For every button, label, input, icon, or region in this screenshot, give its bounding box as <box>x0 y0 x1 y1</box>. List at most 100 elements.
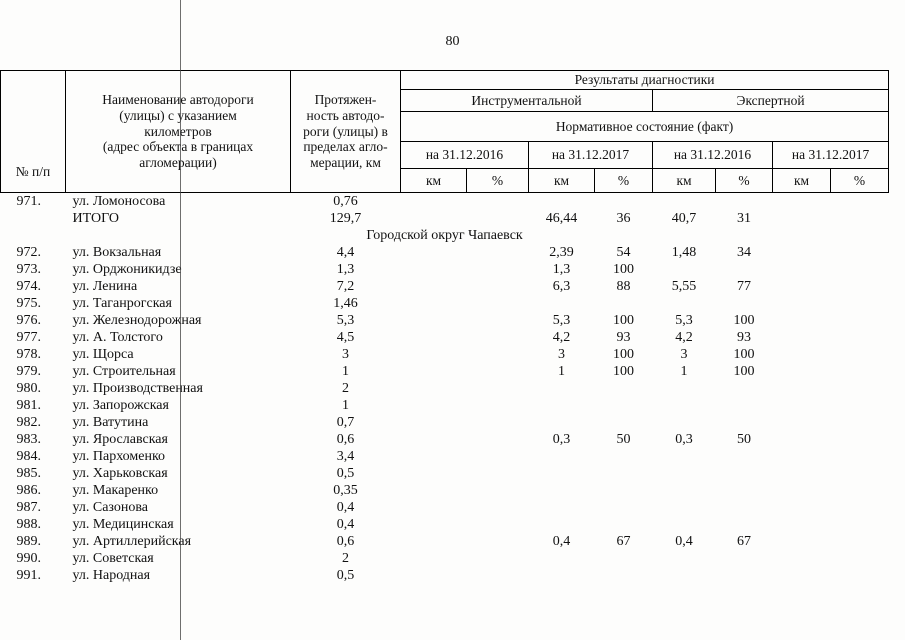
value-cell-7 <box>831 346 889 363</box>
value-cell-6 <box>773 482 831 499</box>
table-row: 976. ул. Железнодорожная 5,3 5,3 100 5,3 100 <box>1 312 889 329</box>
value-cell-5: 93 <box>737 330 751 345</box>
road-length: 7,2 <box>336 279 355 294</box>
value-cell-2 <box>529 414 595 431</box>
value-cell-3 <box>595 550 653 567</box>
value-cell-2 <box>529 465 595 482</box>
road-length: 0,6 <box>336 432 355 447</box>
value-cell-6 <box>773 193 831 211</box>
value-cell-2: 2,39 <box>549 245 574 260</box>
value-cell-5: 34 <box>737 245 751 260</box>
road-length: 4,5 <box>336 330 355 345</box>
col-header-date-4: на 31.12.2017 <box>771 141 890 169</box>
value-cell-4: 3 <box>680 347 688 362</box>
value-cell-2: 1 <box>558 364 565 379</box>
value-cell-0 <box>401 482 467 499</box>
table-row: 979. ул. Строительная 1 1 100 1 100 <box>1 363 889 380</box>
scan-artifact-line <box>180 0 181 640</box>
table-header: № п/п Наименование автодороги (улицы) с … <box>0 70 890 193</box>
road-name: ул. А. Толстого <box>72 330 163 345</box>
value-cell-6 <box>773 414 831 431</box>
value-cell-3: 54 <box>616 245 631 260</box>
value-cell-4: 1 <box>680 364 688 379</box>
value-cell-3 <box>595 380 653 397</box>
table-row: 975. ул. Таганрогская 1,46 <box>1 295 889 312</box>
col-header-date-2: на 31.12.2017 <box>528 141 653 169</box>
col-header-name: Наименование автодороги (улицы) с указан… <box>65 70 291 193</box>
table-row: 984. ул. Пархоменко 3,4 <box>1 448 889 465</box>
value-cell-5 <box>716 380 773 397</box>
value-cell-3 <box>595 567 653 584</box>
row-number: 988. <box>16 517 42 532</box>
value-cell-6 <box>773 363 831 380</box>
value-cell-2: 1,3 <box>552 262 571 277</box>
section-label: Городской округ Чапаевск <box>366 228 523 243</box>
value-cell-5: 100 <box>733 364 755 379</box>
table-row: 973. ул. Орджоникидзе 1,3 1,3 100 <box>1 261 889 278</box>
value-cell-3 <box>595 516 653 533</box>
unit-pct-3: % <box>715 168 773 193</box>
value-cell-2: 46,44 <box>545 211 578 226</box>
row-number: 977. <box>16 330 42 345</box>
value-cell-3 <box>595 397 653 414</box>
row-number: 974. <box>16 279 42 294</box>
road-name: ул. Запорожская <box>72 398 169 413</box>
value-cell-2 <box>529 397 595 414</box>
value-cell-7 <box>831 414 889 431</box>
table-row: 991. ул. Народная 0,5 <box>1 567 889 584</box>
value-cell-3 <box>595 414 653 431</box>
value-cell-4: 0,4 <box>675 534 693 549</box>
row-number: 987. <box>16 500 42 515</box>
value-cell-0 <box>401 295 467 312</box>
table-row: 980. ул. Производственная 2 <box>1 380 889 397</box>
row-number: 971. <box>16 194 42 209</box>
value-cell-3: 67 <box>616 534 631 549</box>
row-number: 991. <box>16 568 42 583</box>
value-cell-1 <box>467 193 529 211</box>
table-row: 971. ул. Ломоносова 0,76 <box>1 193 889 211</box>
unit-km-3: км <box>652 168 716 193</box>
value-cell-0 <box>401 346 467 363</box>
value-cell-5: 31 <box>737 211 751 226</box>
value-cell-6 <box>773 346 831 363</box>
road-name: ул. Таганрогская <box>72 296 172 311</box>
road-length: 3 <box>342 347 349 362</box>
value-cell-5: 50 <box>737 432 751 447</box>
row-number: 984. <box>16 449 42 464</box>
road-name: ул. Ломоносова <box>72 194 166 209</box>
row-number: 972. <box>16 245 42 260</box>
value-cell-6 <box>773 431 831 448</box>
table-row: 989. ул. Артиллерийская 0,6 0,4 67 0,4 67 <box>1 533 889 550</box>
road-length: 0,5 <box>336 568 355 583</box>
value-cell-3 <box>595 448 653 465</box>
road-length: 0,7 <box>336 415 355 430</box>
row-number: 975. <box>16 296 42 311</box>
value-cell-0 <box>401 261 467 278</box>
value-cell-5 <box>716 414 773 431</box>
table-row: ИТОГО 129,7 46,44 36 40,7 31 <box>1 210 889 227</box>
value-cell-0 <box>401 431 467 448</box>
value-cell-1 <box>467 329 529 346</box>
page-number: 80 <box>445 34 460 49</box>
value-cell-6 <box>773 295 831 312</box>
value-cell-4 <box>653 380 716 397</box>
road-name: ул. Сазонова <box>72 500 149 515</box>
value-cell-3: 100 <box>613 347 634 362</box>
value-cell-2 <box>529 550 595 567</box>
value-cell-1 <box>467 499 529 516</box>
row-number: 982. <box>16 415 42 430</box>
value-cell-7 <box>831 448 889 465</box>
col-header-expert: Экспертной <box>651 89 890 112</box>
value-cell-2 <box>529 448 595 465</box>
road-length: 0,4 <box>336 517 355 532</box>
value-cell-7 <box>831 465 889 482</box>
value-cell-4 <box>653 482 716 499</box>
table-row: 977. ул. А. Толстого 4,5 4,2 93 4,2 93 <box>1 329 889 346</box>
value-cell-2 <box>529 499 595 516</box>
road-name: ул. Ярославская <box>72 432 168 447</box>
value-cell-0 <box>401 567 467 584</box>
value-cell-5: 67 <box>737 534 751 549</box>
value-cell-6 <box>773 550 831 567</box>
value-cell-0 <box>401 244 467 261</box>
road-name: ул. Ватутина <box>72 415 149 430</box>
